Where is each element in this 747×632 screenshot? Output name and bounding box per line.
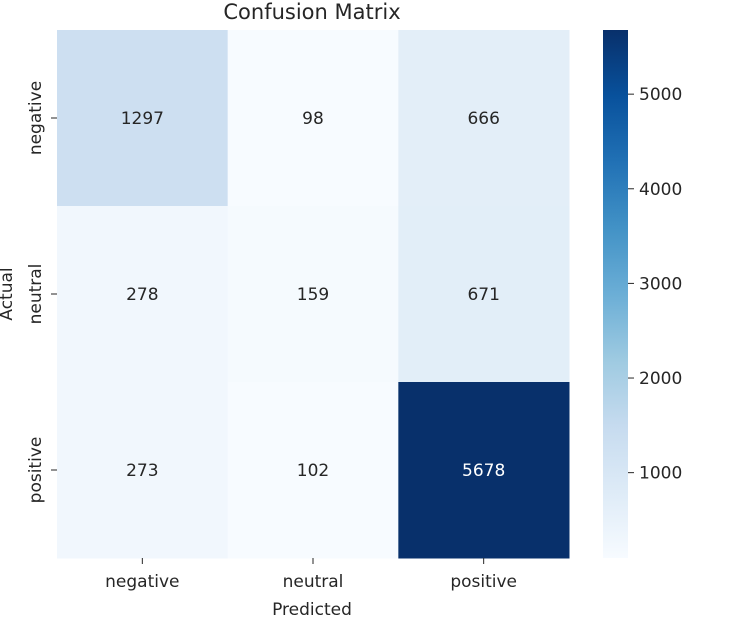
y-axis-label: Actual: [0, 267, 17, 320]
colorbar: [603, 30, 628, 558]
cell-value-label: 273: [126, 461, 158, 481]
cell-value-label: 159: [297, 285, 329, 305]
cell-value-label: 102: [297, 461, 329, 481]
colorbar-tick-label: 3000: [639, 274, 682, 294]
x-tick-label: negative: [105, 572, 179, 592]
colorbar-ticks: 1000 2000 3000 4000 5000: [628, 85, 682, 484]
y-tick-label: positive: [26, 437, 46, 504]
y-tick-label: neutral: [26, 264, 46, 325]
heatmap-cells: 1297 98 666 278 159 671 273 102 5678: [57, 30, 570, 559]
heatmap-cell-negative-positive: [398, 30, 570, 207]
colorbar-tick-label: 5000: [639, 85, 682, 105]
cell-value-label: 278: [126, 285, 158, 305]
x-tick-label: neutral: [283, 572, 344, 592]
cell-value-label: 1297: [121, 109, 164, 129]
x-axis-label: Predicted: [272, 600, 352, 620]
x-tick-label: positive: [450, 572, 517, 592]
cell-value-label: 666: [467, 109, 499, 129]
y-axis-ticks: negative neutral positive: [26, 81, 57, 504]
heatmap-cell-negative-neutral: [227, 30, 399, 207]
cell-value-label: 5678: [462, 461, 505, 481]
heatmap-cell-negative-negative: [57, 30, 229, 207]
colorbar-tick-label: 4000: [639, 180, 682, 200]
cell-value-label: 98: [302, 109, 324, 129]
x-axis-ticks: negative neutral positive: [105, 558, 517, 592]
chart-title: Confusion Matrix: [223, 0, 400, 24]
heatmap-cell-neutral-positive: [398, 206, 570, 383]
heatmap-cell-positive-negative: [57, 382, 229, 559]
heatmap-cell-positive-positive: [398, 382, 570, 559]
heatmap-cell-neutral-neutral: [227, 206, 399, 383]
heatmap-cell-neutral-negative: [57, 206, 229, 383]
colorbar-tick-label: 1000: [639, 464, 682, 484]
colorbar-tick-label: 2000: [639, 369, 682, 389]
cell-value-label: 671: [467, 285, 499, 305]
y-tick-label: negative: [26, 81, 46, 155]
heatmap-cell-positive-neutral: [227, 382, 399, 559]
